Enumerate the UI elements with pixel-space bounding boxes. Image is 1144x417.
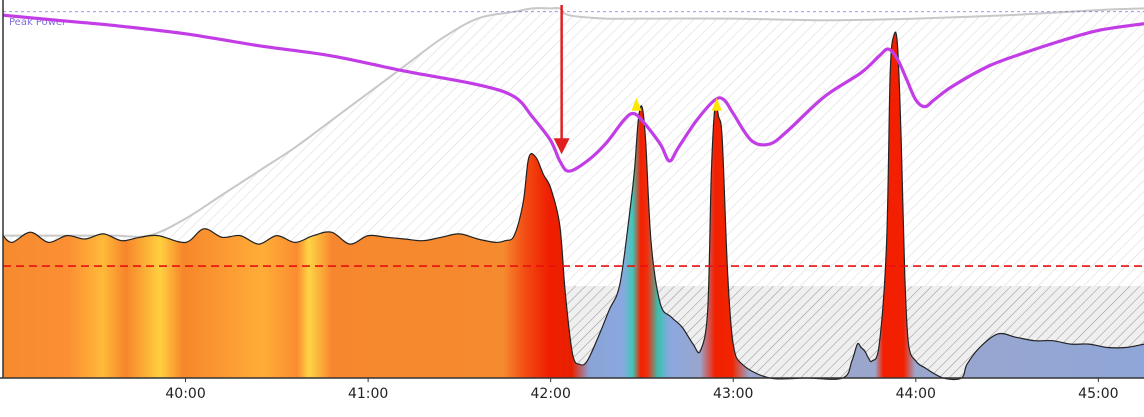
- wbal-line: [3, 6, 1144, 238]
- peak-power-curve: [2, 13, 1144, 173]
- peak-power-label: Peak Power: [9, 17, 67, 28]
- x-tick-label: 44:00: [896, 386, 936, 402]
- indicator-arrow-head: [553, 138, 570, 155]
- power-area: [3, 32, 1144, 380]
- peak-marker: [711, 97, 722, 111]
- x-tick-label: 45:00: [1078, 386, 1118, 402]
- x-tick-label: 40:00: [165, 386, 205, 402]
- x-tick-label: 42:00: [531, 386, 571, 402]
- x-tick-label: 43:00: [713, 386, 753, 402]
- x-tick-label: 41:00: [348, 386, 388, 402]
- peak-marker: [631, 97, 642, 111]
- power-outline: [2, 31, 1144, 381]
